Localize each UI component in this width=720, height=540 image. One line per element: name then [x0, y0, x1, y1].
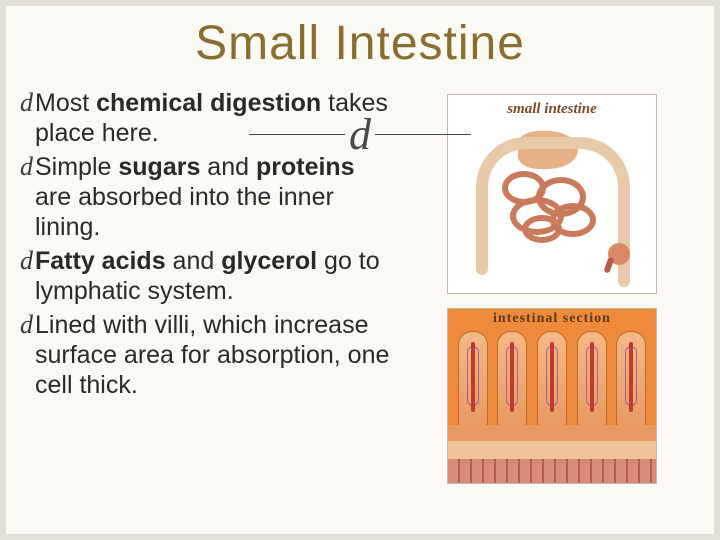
figure-intestinal-section: intestinal section — [447, 308, 657, 484]
villi-row — [448, 317, 656, 427]
figure-small-intestine: small intestine — [447, 94, 657, 294]
bullet-swirl-icon: d — [20, 152, 33, 182]
bullet-text: Fatty acids and glycerol go to lymphatic… — [35, 246, 394, 306]
bullet-item: dSimple sugars and proteins are absorbed… — [20, 152, 394, 242]
bullet-text: Most chemical digestion takes place here… — [35, 88, 394, 148]
figure-caption-top: small intestine — [448, 101, 656, 118]
bullet-text: Lined with villi, which increase surface… — [35, 310, 394, 400]
villus-shape — [537, 331, 567, 427]
bullet-item: dFatty acids and glycerol go to lymphati… — [20, 246, 394, 306]
figure-column: small intestine intestinal section — [402, 88, 702, 484]
villus-shape — [616, 331, 646, 427]
bullet-item: dMost chemical digestion takes place her… — [20, 88, 394, 148]
bullet-list: dMost chemical digestion takes place her… — [14, 88, 394, 484]
villus-shape — [458, 331, 488, 427]
content-row: dMost chemical digestion takes place her… — [14, 88, 710, 484]
bullet-text: Simple sugars and proteins are absorbed … — [35, 152, 394, 242]
slide-title: Small Intestine — [6, 6, 714, 71]
bullet-swirl-icon: d — [20, 310, 33, 340]
bullet-item: dLined with villi, which increase surfac… — [20, 310, 394, 400]
small-intestine-loops — [496, 167, 610, 247]
bullet-swirl-icon: d — [20, 88, 33, 118]
villus-shape — [577, 331, 607, 427]
figure-caption-bottom: intestinal section — [448, 311, 656, 327]
appendix-shape — [603, 256, 614, 273]
slide-panel: Small Intestine d dMost chemical digesti… — [6, 6, 714, 534]
tissue-layers — [448, 425, 656, 483]
intestine-loop — [522, 215, 562, 243]
villus-shape — [497, 331, 527, 427]
bullet-swirl-icon: d — [20, 246, 33, 276]
